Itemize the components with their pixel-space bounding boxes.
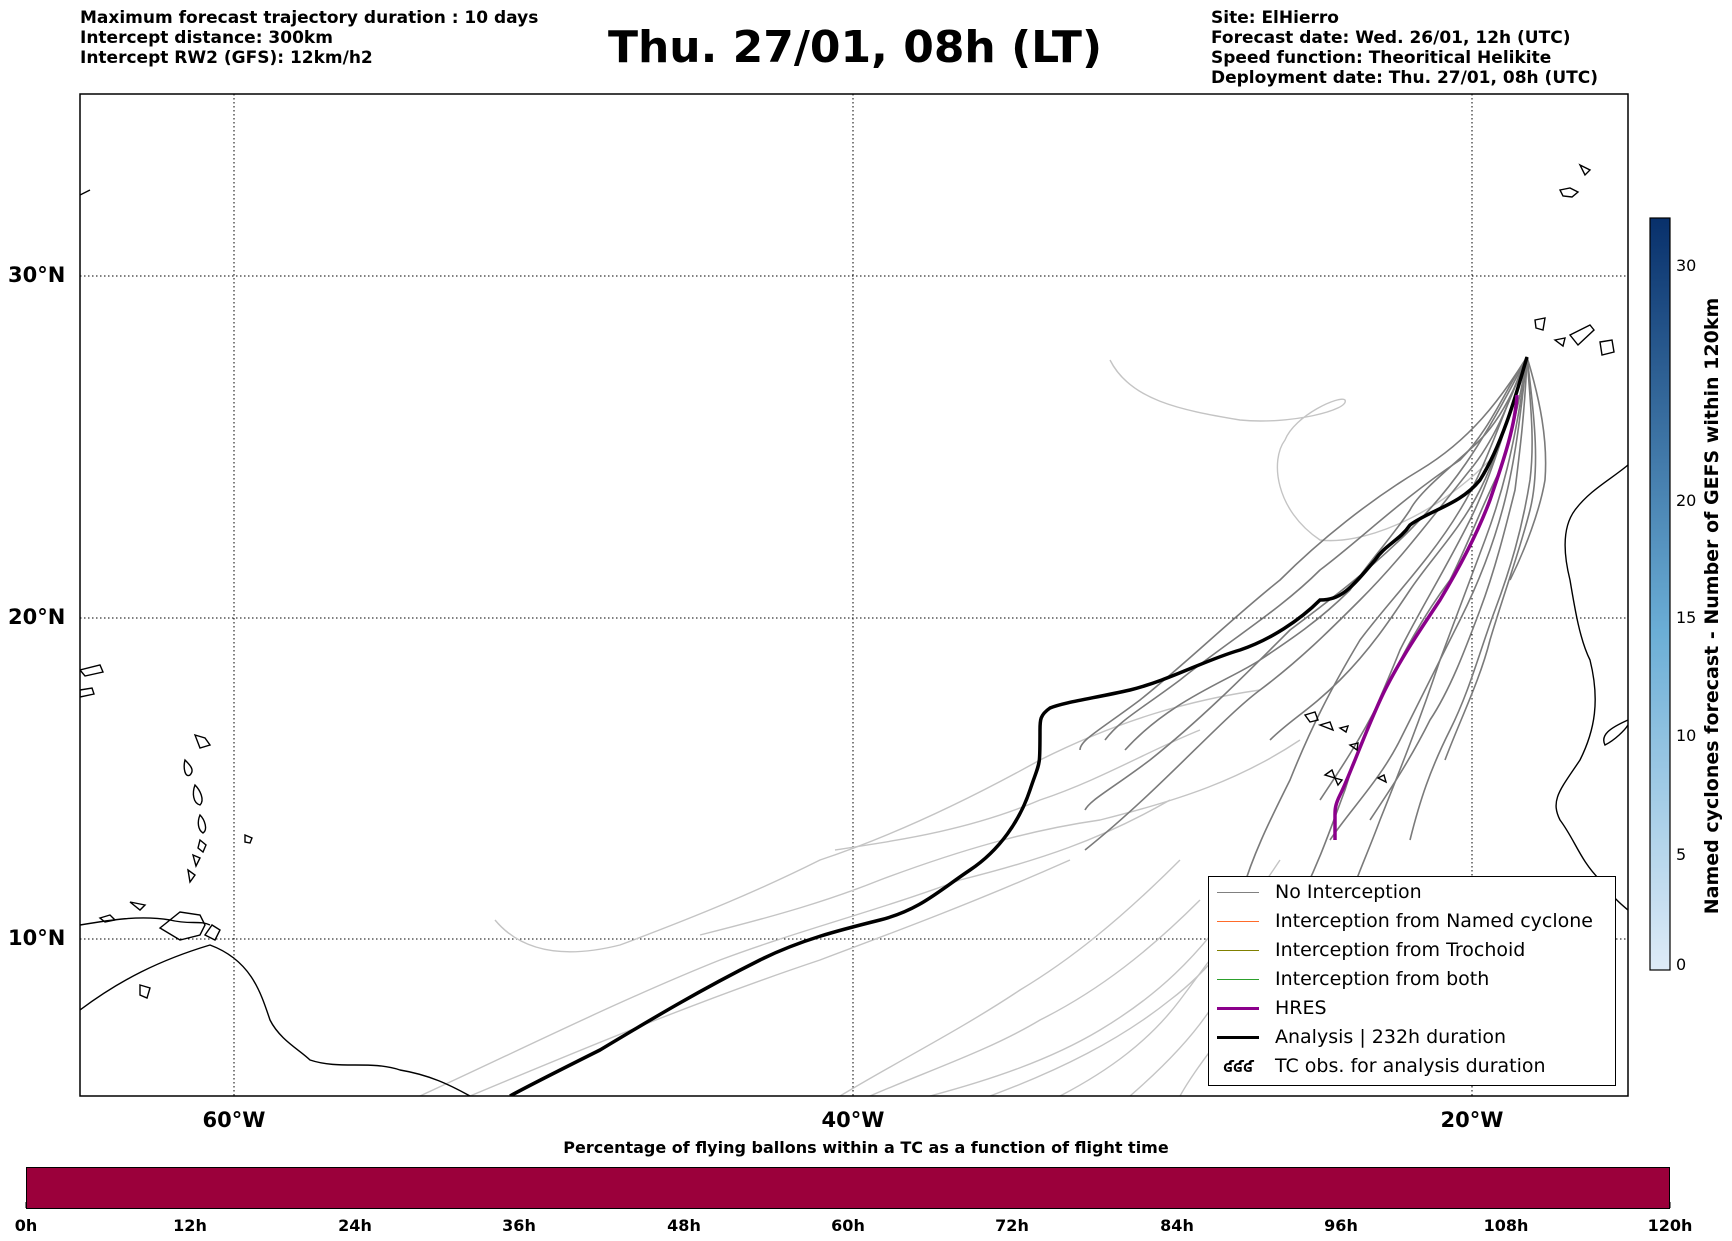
colorbar-tick: 20 <box>1676 491 1697 510</box>
legend-label: Interception from Trochoid <box>1275 939 1526 961</box>
colorbar-label: Named cyclones forecast - Number of GEFS… <box>1701 297 1723 915</box>
header-right-info: Site: ElHierro Forecast date: Wed. 26/01… <box>1211 8 1598 88</box>
max-duration-text: Maximum forecast trajectory duration : 1… <box>80 8 539 28</box>
hour-tick: 120h <box>1647 1216 1693 1235</box>
colorbar <box>1649 217 1671 971</box>
orange-line-icon <box>1217 920 1259 922</box>
colorbar-tick: 30 <box>1676 256 1697 275</box>
page-title: Thu. 27/01, 08h (LT) <box>607 22 1103 73</box>
bottom-bar-title: Percentage of flying ballons within a TC… <box>563 1138 1169 1157</box>
hour-tick: 72h <box>995 1216 1029 1235</box>
legend-label: Interception from both <box>1275 968 1490 990</box>
lat-label-30n: 30°N <box>8 263 66 287</box>
forecast-date-text: Forecast date: Wed. 26/01, 12h (UTC) <box>1211 28 1571 48</box>
intercept-distance-text: Intercept distance: 300km <box>80 28 333 48</box>
hour-tick: 84h <box>1160 1216 1194 1235</box>
colorbar-tick: 15 <box>1676 608 1697 627</box>
legend-item-tc-obs: ʛʛʛ TC obs. for analysis duration <box>1217 1055 1546 1077</box>
lon-label-40w: 40°W <box>821 1108 885 1132</box>
lon-label-60w: 60°W <box>202 1108 266 1132</box>
dark-trajectories <box>1079 356 1547 901</box>
site-text: Site: ElHierro <box>1211 8 1339 28</box>
hour-tick: 36h <box>502 1216 536 1235</box>
coastlines <box>80 163 1628 1096</box>
colorbar-tick: 0 <box>1676 955 1687 974</box>
lat-label-20n: 20°N <box>8 605 66 629</box>
legend-item-named-cyclone: Interception from Named cyclone <box>1217 910 1593 932</box>
legend-label: HRES <box>1275 997 1327 1019</box>
lon-label-20w: 20°W <box>1440 1108 1504 1132</box>
legend-item-analysis: Analysis | 232h duration <box>1217 1026 1506 1048</box>
green-line-icon <box>1217 978 1259 980</box>
tc-percentage-bar <box>26 1167 1670 1209</box>
legend-label: Analysis | 232h duration <box>1275 1026 1507 1048</box>
hres-trajectory <box>1333 394 1519 840</box>
legend-item-trochoid: Interception from Trochoid <box>1217 939 1525 961</box>
colorbar-tick: 10 <box>1676 726 1697 745</box>
hour-tick: 0h <box>14 1216 38 1235</box>
hour-tick: 60h <box>831 1216 865 1235</box>
legend-item-both: Interception from both <box>1217 968 1489 990</box>
intercept-rw2-text: Intercept RW2 (GFS): 12km/h2 <box>80 48 373 68</box>
legend-label: TC obs. for analysis duration <box>1275 1055 1546 1077</box>
lat-label-10n: 10°N <box>8 926 66 950</box>
cyclone-icon: ʛʛʛ <box>1223 1056 1254 1076</box>
hour-tick: 108h <box>1483 1216 1529 1235</box>
header-left-info: Maximum forecast trajectory duration : 1… <box>80 8 538 68</box>
hour-tick: 96h <box>1324 1216 1358 1235</box>
legend-item-no-interception: No Interception <box>1217 881 1422 903</box>
map-legend: No Interception Interception from Named … <box>1208 876 1616 1086</box>
colorbar-tick: 5 <box>1676 845 1687 864</box>
olive-line-icon <box>1217 949 1259 951</box>
black-line-icon <box>1217 1035 1259 1039</box>
hour-tick: 48h <box>667 1216 701 1235</box>
gray-line-icon <box>1217 891 1259 893</box>
legend-label: No Interception <box>1275 881 1422 903</box>
legend-item-hres: HRES <box>1217 997 1327 1019</box>
legend-label: Interception from Named cyclone <box>1275 910 1593 932</box>
hour-tick: 12h <box>173 1216 207 1235</box>
hour-tick: 24h <box>338 1216 372 1235</box>
deployment-date-text: Deployment date: Thu. 27/01, 08h (UTC) <box>1211 68 1598 88</box>
purple-line-icon <box>1217 1006 1259 1010</box>
speed-function-text: Speed function: Theoritical Helikite <box>1211 48 1552 68</box>
analysis-trajectory <box>509 356 1529 1096</box>
